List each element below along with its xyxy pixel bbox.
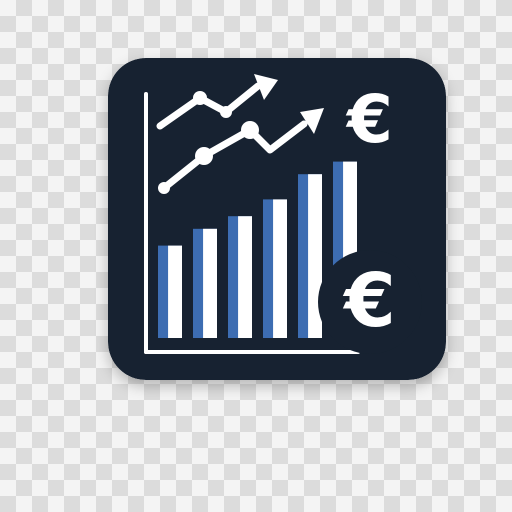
- trend-line-upper: [156, 82, 262, 130]
- chart-axes: [144, 92, 360, 354]
- euro-symbol-icon: €: [345, 81, 393, 158]
- trend-point: [220, 106, 232, 118]
- arrow-head-icon: [300, 108, 324, 134]
- bar-face: [168, 245, 182, 338]
- trend-line-upper-path: [156, 82, 262, 130]
- trend-point: [193, 91, 207, 105]
- trend-point: [158, 182, 170, 194]
- bar-face: [273, 199, 287, 338]
- arrow-head-icon: [254, 74, 278, 100]
- bar-face: [203, 228, 217, 338]
- euro-coin-background: [318, 250, 422, 354]
- bar-face: [238, 216, 252, 338]
- bar: [193, 228, 217, 338]
- bar: [263, 199, 287, 338]
- trend-point: [241, 121, 259, 139]
- euro-coin-icon: €: [342, 258, 396, 344]
- trend-point: [195, 147, 213, 165]
- bar: [228, 216, 252, 338]
- app-icon-graphic: € €: [108, 58, 446, 380]
- finance-app-icon[interactable]: € €: [108, 58, 446, 380]
- bar: [298, 174, 322, 338]
- bar: [158, 245, 182, 338]
